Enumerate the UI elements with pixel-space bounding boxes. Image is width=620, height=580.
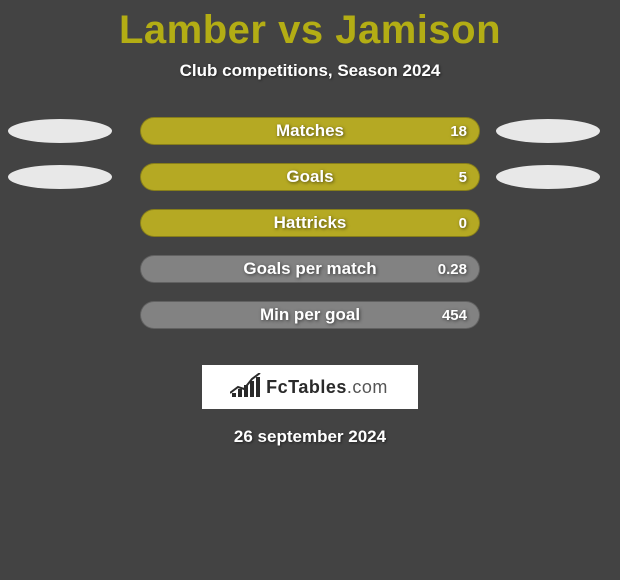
stat-pill: Goals per match0.28	[140, 255, 480, 283]
page-title: Lamber vs Jamison	[0, 0, 620, 53]
stat-row: Goals per match0.28	[0, 255, 620, 301]
stat-label: Matches	[141, 121, 479, 141]
logo-chart-icon	[232, 377, 260, 397]
subtitle: Club competitions, Season 2024	[0, 61, 620, 81]
stat-value: 0.28	[438, 261, 467, 278]
stat-pill: Min per goal454	[140, 301, 480, 329]
stat-label: Goals	[141, 167, 479, 187]
logo-text-post: .com	[347, 377, 388, 397]
stat-row: Hattricks0	[0, 209, 620, 255]
stats-container: Matches18 Goals5 Hattricks0 Goals per match…	[0, 117, 620, 347]
stat-value: 0	[459, 215, 467, 232]
stat-label: Hattricks	[141, 213, 479, 233]
stat-value: 5	[459, 169, 467, 186]
logo-text-main: Tables	[288, 377, 347, 397]
date-text: 26 september 2024	[0, 427, 620, 447]
stat-pill: Matches18	[140, 117, 480, 145]
player-marker-right	[496, 165, 600, 189]
logo-text-pre: Fc	[266, 377, 288, 397]
logo-text: FcTables.com	[266, 377, 388, 398]
player-marker-left	[8, 119, 112, 143]
logo-bar	[244, 385, 248, 397]
stat-row: Matches18	[0, 117, 620, 163]
stat-pill: Hattricks0	[140, 209, 480, 237]
logo-bar	[232, 393, 236, 397]
stat-label: Goals per match	[141, 259, 479, 279]
logo-bar	[256, 377, 260, 397]
player-marker-right	[496, 119, 600, 143]
player-marker-left	[8, 165, 112, 189]
stat-label: Min per goal	[141, 305, 479, 325]
logo-bar	[250, 381, 254, 397]
stat-value: 18	[450, 123, 467, 140]
fctables-logo: FcTables.com	[202, 365, 418, 409]
logo-bar	[238, 389, 242, 397]
stat-pill: Goals5	[140, 163, 480, 191]
stat-row: Goals5	[0, 163, 620, 209]
stat-value: 454	[442, 307, 467, 324]
stat-row: Min per goal454	[0, 301, 620, 347]
